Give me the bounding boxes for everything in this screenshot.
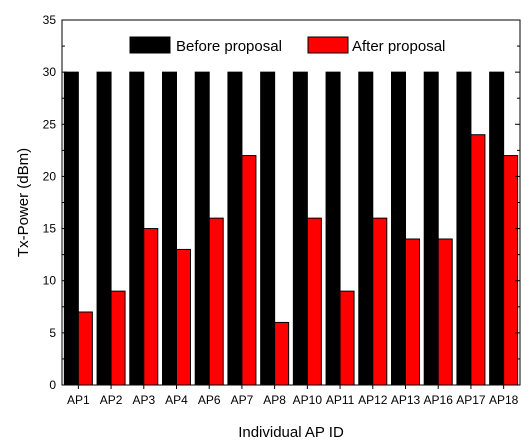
x-tick-label-ap10: AP10 [293, 393, 323, 407]
bar-after-ap2 [110, 290, 126, 386]
bar-before-ap7 [227, 71, 243, 386]
bar-after-ap18 [503, 155, 519, 386]
y-axis-title: Tx-Power (dBm) [15, 148, 32, 257]
axes-layer: AP1 AP2 AP3 AP4 AP6 AP7 AP8 AP10 AP11 AP12 AP13 AP1… [43, 13, 520, 407]
bar-after-ap8 [274, 321, 290, 386]
bar-before-ap13 [391, 71, 406, 386]
bar-after-ap17 [470, 134, 486, 386]
bar-after-ap7 [241, 155, 257, 386]
y-tick-label-20: 20 [43, 169, 57, 183]
bar-before-ap6 [194, 71, 210, 386]
x-tick-label-ap3: AP3 [132, 393, 155, 407]
bar-before-ap10 [292, 71, 308, 386]
x-tick-label-ap12: AP12 [358, 393, 388, 407]
bar-before-ap18 [489, 71, 505, 386]
bars-layer [63, 71, 519, 386]
y-tick-label-5: 5 [49, 326, 56, 340]
y-tick-label-35: 35 [43, 13, 57, 27]
bar-after-ap12 [372, 217, 388, 386]
y-tick-label-15: 15 [43, 222, 57, 236]
y-tick-label-0: 0 [49, 378, 56, 392]
x-tick-label-ap16: AP16 [424, 393, 454, 407]
x-axis-title: Individual AP ID [238, 424, 344, 441]
x-tick-label-ap17: AP17 [456, 393, 486, 407]
bar-after-ap6 [208, 217, 224, 386]
bar-before-ap2 [96, 71, 112, 386]
x-tick-label-ap4: AP4 [165, 393, 188, 407]
bar-after-ap4 [176, 248, 191, 386]
bar-before-ap11 [325, 71, 341, 386]
y-tick-label-25: 25 [43, 117, 57, 131]
x-tick-label-ap13: AP13 [391, 393, 421, 407]
legend-swatch-before [129, 36, 171, 54]
x-tick-label-ap1: AP1 [67, 393, 90, 407]
bar-after-ap16 [437, 238, 453, 386]
bar-before-ap12 [358, 71, 374, 386]
x-tick-label-ap18: AP18 [489, 393, 519, 407]
x-tick-label-ap8: AP8 [263, 393, 286, 407]
legend: Before proposal After proposal [129, 36, 445, 55]
bar-after-ap11 [339, 290, 355, 386]
bar-before-ap3 [129, 71, 145, 386]
bar-after-ap10 [306, 217, 322, 386]
x-tick-label-ap2: AP2 [100, 393, 123, 407]
legend-label-after: After proposal [352, 38, 445, 55]
legend-swatch-after [307, 36, 349, 54]
bar-after-ap13 [405, 238, 420, 386]
x-tick-label-ap7: AP7 [231, 393, 254, 407]
bar-before-ap16 [423, 71, 439, 386]
y-tick-label-10: 10 [43, 274, 57, 288]
bar-before-ap17 [456, 71, 472, 386]
x-tick-label-ap6: AP6 [198, 393, 221, 407]
legend-label-before: Before proposal [176, 38, 282, 55]
y-tick-label-30: 30 [43, 65, 57, 79]
bar-after-ap3 [143, 228, 159, 386]
bar-before-ap8 [260, 71, 276, 386]
bar-after-ap1 [77, 311, 93, 386]
x-tick-label-ap11: AP11 [326, 393, 355, 407]
bar-before-ap4 [162, 71, 177, 386]
